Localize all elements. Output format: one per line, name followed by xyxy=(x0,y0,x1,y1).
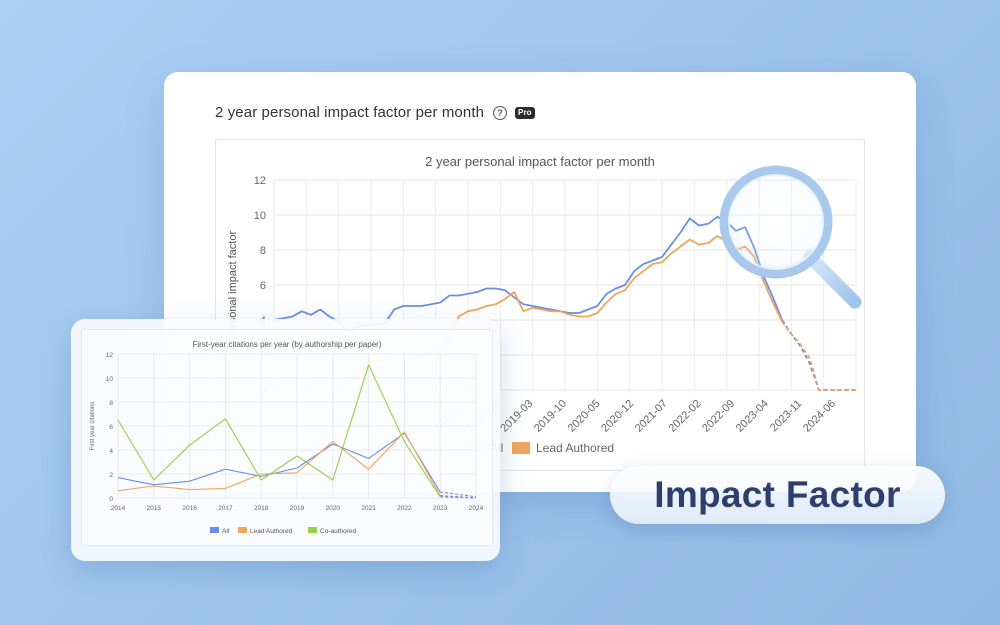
legend-swatch xyxy=(238,527,247,533)
x-tick-label: 2018 xyxy=(254,505,269,512)
pro-badge: Pro xyxy=(515,106,535,119)
card-header: 2 year personal impact factor per month … xyxy=(215,104,535,121)
y-tick-label: 6 xyxy=(109,424,113,431)
x-tick-label: 2021 xyxy=(361,505,376,512)
legend-label: Lead Authored xyxy=(250,528,293,535)
y-tick-label: 12 xyxy=(106,352,114,359)
x-tick-label: 2020-05 xyxy=(566,398,603,435)
series-line xyxy=(117,432,441,493)
x-tick-label: 2023-04 xyxy=(734,398,771,435)
series-line xyxy=(117,431,441,496)
x-tick-label: 2021-07 xyxy=(633,398,670,435)
x-tick-label: 2019-03 xyxy=(498,398,535,435)
legend-swatch xyxy=(308,527,317,533)
x-tick-label: 2020 xyxy=(326,505,341,512)
legend-swatch xyxy=(210,527,219,533)
card-title: 2 year personal impact factor per month xyxy=(215,104,485,121)
x-tick-label: 2017 xyxy=(218,505,233,512)
x-tick-label: 2019-10 xyxy=(532,398,569,435)
series-projection-line xyxy=(781,321,856,391)
first-year-citations-chart: First-year citations per year (by author… xyxy=(81,329,493,546)
series-projection-line xyxy=(440,496,477,499)
x-tick-label: 2019 xyxy=(290,505,305,512)
x-tick-label: 2022-02 xyxy=(667,398,704,435)
y-axis-label: personal impact factor xyxy=(227,231,239,340)
y-tick-label: 8 xyxy=(260,245,266,257)
x-tick-label: 2022 xyxy=(397,505,412,512)
y-tick-label: 0 xyxy=(109,496,113,503)
x-tick-label: 2023 xyxy=(433,505,448,512)
x-tick-label: 2024-06 xyxy=(801,398,838,435)
first-year-citations-card: First-year citations per year (by author… xyxy=(71,319,500,561)
x-tick-label: 2024 xyxy=(469,505,484,512)
first-year-citations-chart-svg: 0 2 4 6 8 10 12 2014 2015 2016 2017 2018 2019 2020 202… xyxy=(90,352,484,535)
small-chart-title: First-year citations per year (by author… xyxy=(192,340,382,349)
x-tick-label: 2022-09 xyxy=(700,398,737,435)
legend-swatch xyxy=(512,442,530,454)
y-tick-label: 6 xyxy=(260,280,266,292)
x-tick-label: 2016 xyxy=(182,505,197,512)
legend-label: Lead Authored xyxy=(536,441,614,455)
y-tick-label: 4 xyxy=(109,448,113,455)
help-icon[interactable]: ? xyxy=(493,105,508,120)
x-tick-label: 2015 xyxy=(147,505,162,512)
legend-label: All xyxy=(222,528,230,535)
badge-label: Impact Factor xyxy=(654,474,901,515)
x-tick-label: 2020-12 xyxy=(599,398,636,435)
x-tick-label: 2023-11 xyxy=(768,398,804,434)
y-tick-label: 12 xyxy=(254,175,266,187)
y-tick-label: 10 xyxy=(106,376,114,383)
series-line xyxy=(273,215,783,334)
y-tick-label: 8 xyxy=(109,400,113,407)
x-tick-label: 2014 xyxy=(111,505,126,512)
series-projection-line xyxy=(440,495,477,499)
impact-factor-badge: Impact Factor xyxy=(610,466,945,524)
magnifier-icon xyxy=(719,165,862,309)
series-line xyxy=(117,364,441,498)
y-axis-label: First year citations xyxy=(90,402,96,451)
y-tick-label: 10 xyxy=(254,210,266,222)
chart-title: 2 year personal impact factor per month xyxy=(425,154,655,169)
y-tick-label: 2 xyxy=(109,472,113,479)
series-projection-line xyxy=(440,491,477,498)
legend-label: Co-authored xyxy=(320,528,357,535)
